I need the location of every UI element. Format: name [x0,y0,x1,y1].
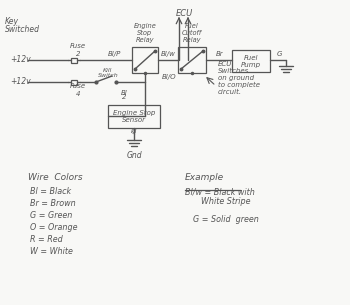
Text: G: G [276,51,282,57]
Text: Bl/w: Bl/w [161,51,175,57]
Text: Br: Br [216,51,224,57]
Text: Engine Stop
Sensor: Engine Stop Sensor [113,110,155,123]
Text: Bl: Bl [121,90,128,96]
Text: Example: Example [185,174,224,182]
Text: Bl = Black: Bl = Black [30,188,71,196]
Bar [71,80,77,84]
Text: Bl/w = Black with: Bl/w = Black with [185,188,255,196]
Text: +12v: +12v [10,77,31,87]
Text: Key: Key [5,17,19,27]
Bar [132,47,158,73]
Text: G = Green: G = Green [30,211,72,221]
Text: Wire  Colors: Wire Colors [28,174,83,182]
Text: Fuse
2: Fuse 2 [70,44,86,56]
Bar [232,50,270,72]
Text: O = Orange: O = Orange [30,224,77,232]
Text: Bl/O: Bl/O [162,74,177,80]
Text: Kill
Switch: Kill Switch [98,68,118,78]
Text: Fuel
Cutoff
Relay: Fuel Cutoff Relay [182,23,202,43]
Text: ECU: ECU [175,9,192,19]
Text: White Stripe: White Stripe [201,198,251,206]
Text: Bl/P: Bl/P [108,51,122,57]
Bar [178,47,206,73]
Text: G = Solid  green: G = Solid green [193,216,259,224]
Bar [71,58,77,63]
Text: Switched: Switched [5,26,40,34]
Text: R = Red: R = Red [30,235,63,245]
Text: Br = Brown: Br = Brown [30,199,76,209]
Text: Fuel
Pump: Fuel Pump [241,55,261,67]
Text: Ig: Ig [131,128,137,134]
Text: ECU
Switches
on ground
to complete
circuit.: ECU Switches on ground to complete circu… [218,61,260,95]
Text: Gnd: Gnd [126,150,142,160]
Text: +12v: +12v [10,56,31,64]
Bar [108,105,160,128]
Text: Engine
Stop
Relay: Engine Stop Relay [134,23,156,43]
Text: 2: 2 [121,94,126,100]
Text: Fuse
4: Fuse 4 [70,84,86,96]
Text: W = White: W = White [30,247,73,257]
